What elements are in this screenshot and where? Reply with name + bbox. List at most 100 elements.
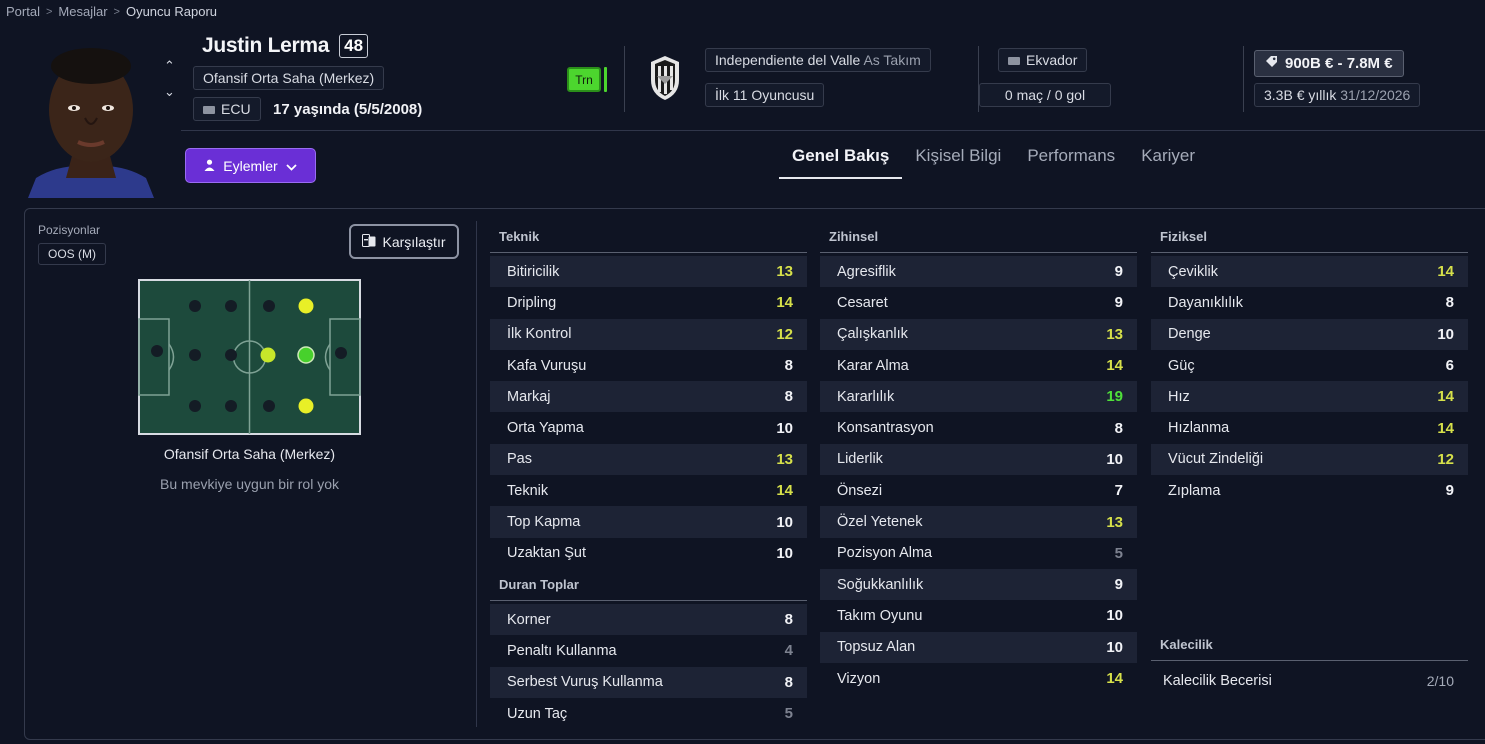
attribute-row[interactable]: Çeviklik 14: [1151, 256, 1468, 288]
chevron-down-icon: [286, 158, 297, 174]
attribute-name: Soğukkanlılık: [837, 576, 924, 593]
attribute-row[interactable]: Teknik 14: [490, 475, 807, 506]
attribute-value: 10: [1106, 607, 1123, 625]
attribute-row[interactable]: Penaltı Kullanma 4: [490, 635, 807, 666]
attribute-value: 8: [784, 357, 793, 375]
attribute-name: Denge: [1168, 326, 1211, 343]
attribute-name: Top Kapma: [507, 514, 581, 531]
attribute-value: 8: [784, 388, 793, 406]
caps-pill: 0 maç / 0 gol: [979, 83, 1111, 107]
divider: [978, 46, 979, 112]
attribute-row[interactable]: Top Kapma 10: [490, 506, 807, 538]
attribute-value: 5: [784, 705, 793, 722]
attribute-name: Pozisyon Alma: [837, 545, 933, 562]
attribute-row[interactable]: Dripling 14: [490, 287, 807, 318]
chevron-down-icon[interactable]: ⌄: [164, 84, 175, 99]
attribute-name: Uzun Taç: [507, 705, 568, 722]
attribute-name: Agresiflik: [837, 263, 896, 280]
player-value: 900B € - 7.8M €: [1285, 55, 1393, 72]
attribute-row[interactable]: Pas 13: [490, 443, 807, 476]
attribute-row[interactable]: Uzaktan Şut 10: [490, 538, 807, 569]
ability-badge: 48: [339, 34, 369, 58]
attribute-value: 14: [1437, 419, 1454, 437]
attribute-row[interactable]: Cesaret 9: [820, 287, 1137, 318]
chevron-up-icon[interactable]: ⌃: [164, 58, 175, 73]
attribute-row[interactable]: Konsantrasyon 8: [820, 412, 1137, 443]
tab-performance[interactable]: Performans: [1027, 146, 1116, 165]
compare-icon: [362, 233, 376, 250]
attribute-name: Teknik: [507, 482, 549, 499]
squad-status-pill: İlk 11 Oyuncusu: [705, 83, 825, 107]
flag-icon: [1008, 57, 1020, 66]
attribute-value: 19: [1106, 388, 1123, 406]
attribute-row[interactable]: Liderlik 10: [820, 443, 1137, 476]
attribute-row[interactable]: Çalışkanlık 13: [820, 318, 1137, 350]
attribute-value: 10: [776, 513, 793, 531]
attribute-value: 12: [776, 325, 793, 343]
attribute-row[interactable]: Dayanıklılık 8: [1151, 287, 1468, 318]
attribute-value: 10: [776, 419, 793, 437]
attribute-row[interactable]: Kafa Vuruşu 8: [490, 350, 807, 381]
positions-label: Pozisyonlar: [38, 223, 101, 237]
attribute-row[interactable]: Soğukkanlılık 9: [820, 568, 1137, 601]
attribute-row[interactable]: Güç 6: [1151, 350, 1468, 381]
attribute-value: 7: [1114, 482, 1123, 500]
attribute-row[interactable]: Serbest Vuruş Kullanma 8: [490, 666, 807, 698]
club-crest-icon: [651, 56, 679, 100]
avatar: [28, 38, 154, 198]
attribute-value: 6: [1445, 357, 1454, 375]
attribute-value: 9: [1445, 482, 1454, 500]
nationality-pill: ECU: [193, 97, 261, 121]
attribute-row[interactable]: Orta Yapma 10: [490, 412, 807, 443]
technical-list: Bitiricilik 13 Dripling 14 İlk Kontrol 12 Kafa…: [490, 256, 807, 569]
attribute-row[interactable]: Hız 14: [1151, 381, 1468, 413]
tab-personal-info[interactable]: Kişisel Bilgi: [915, 146, 1002, 165]
attribute-row[interactable]: Takım Oyunu 10: [820, 600, 1137, 631]
divider: [1243, 46, 1244, 112]
attribute-value: 13: [1106, 513, 1123, 531]
position-tag: OOS (M): [38, 243, 106, 265]
attribute-row[interactable]: Bitiricilik 13: [490, 256, 807, 288]
training-badge[interactable]: Trn: [567, 67, 601, 92]
contract-end: 31/12/2026: [1340, 87, 1411, 103]
attribute-name: Hız: [1168, 388, 1190, 405]
actions-button[interactable]: Eylemler: [185, 148, 316, 183]
club-pill[interactable]: Independiente del Valle As Takım: [705, 48, 931, 72]
tab-career[interactable]: Kariyer: [1141, 146, 1196, 165]
attribute-row[interactable]: Önsezi 7: [820, 475, 1137, 506]
breadcrumb-messages[interactable]: Mesajlar: [58, 4, 108, 19]
attribute-row[interactable]: Vücut Zindeliği 12: [1151, 443, 1468, 476]
attribute-row[interactable]: Topsuz Alan 10: [820, 631, 1137, 663]
attribute-value: 9: [1114, 294, 1123, 312]
attribute-row[interactable]: İlk Kontrol 12: [490, 318, 807, 350]
breadcrumb-portal[interactable]: Portal: [6, 4, 40, 19]
attribute-row[interactable]: Markaj 8: [490, 381, 807, 413]
nation-pill[interactable]: Ekvador: [998, 48, 1088, 72]
attribute-row[interactable]: Pozisyon Alma 5: [820, 538, 1137, 569]
attribute-value: 14: [776, 294, 793, 312]
chevron-right-icon: >: [113, 5, 120, 18]
attribute-name: Özel Yetenek: [837, 514, 923, 531]
compare-label: Karşılaştır: [382, 233, 446, 250]
club-name: Independiente del Valle: [715, 52, 861, 68]
attribute-name: Dayanıklılık: [1168, 294, 1243, 311]
attribute-row[interactable]: Kararlılık 19: [820, 381, 1137, 413]
attribute-row[interactable]: Uzun Taç 5: [490, 698, 807, 729]
attribute-row[interactable]: Hızlanma 14: [1151, 412, 1468, 443]
attribute-row[interactable]: Vizyon 14: [820, 663, 1137, 694]
attribute-row[interactable]: Karar Alma 14: [820, 350, 1137, 381]
tab-overview[interactable]: Genel Bakış: [779, 146, 903, 179]
value-pill: 900B € - 7.8M €: [1254, 50, 1404, 77]
attribute-row[interactable]: Zıplama 9: [1151, 475, 1468, 506]
attribute-row[interactable]: Denge 10: [1151, 318, 1468, 350]
attribute-value: 14: [776, 482, 793, 500]
breadcrumb-current: Oyuncu Raporu: [125, 4, 218, 19]
section-title-mental: Zihinsel: [820, 221, 1137, 253]
attribute-name: Vücut Zindeliği: [1168, 451, 1264, 468]
attribute-name: Çeviklik: [1168, 263, 1218, 280]
compare-button[interactable]: Karşılaştır: [349, 224, 459, 259]
attribute-row[interactable]: Korner 8: [490, 603, 807, 636]
attribute-row[interactable]: Özel Yetenek 13: [820, 506, 1137, 538]
attribute-value: 4: [784, 642, 793, 660]
attribute-row[interactable]: Agresiflik 9: [820, 256, 1137, 288]
